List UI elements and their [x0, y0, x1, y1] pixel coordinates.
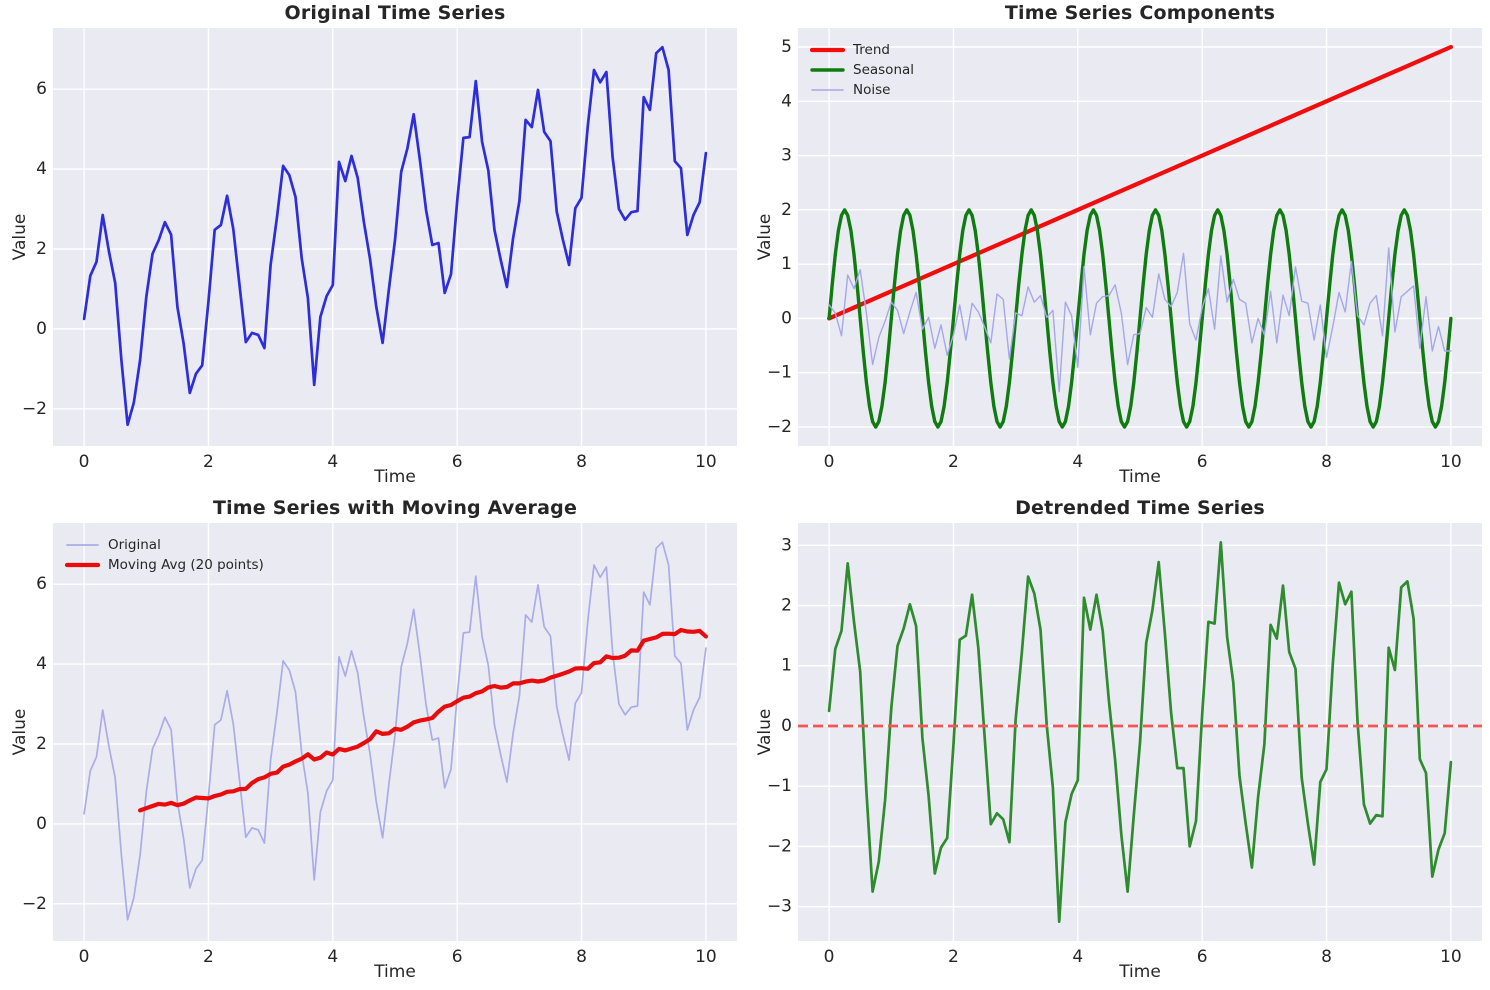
x-tick-label: 6 — [452, 452, 463, 472]
legend-label-seasonal: Seasonal — [853, 62, 914, 78]
y-tick-label: 4 — [36, 159, 47, 179]
chart-title: Detrended Time Series — [1015, 497, 1265, 519]
legend-label-trend: Trend — [852, 42, 890, 58]
x-axis-label: Time — [1119, 962, 1161, 982]
x-tick-label: 0 — [824, 947, 835, 967]
x-tick-label: 6 — [1197, 452, 1208, 472]
subplot-original-time-series: 0 2 4 6 8 10 −2 0 2 4 6 Original Time Series Value… — [0, 0, 745, 495]
y-tick-label: 2 — [36, 734, 47, 754]
y-tick-label: 0 — [781, 308, 792, 328]
x-tick-label: 10 — [1440, 452, 1462, 472]
subplot-moving-average: 0 2 4 6 8 10 −2 0 2 4 6 Original Moving Avg (20 poin… — [0, 495, 745, 990]
series-original — [83, 541, 707, 921]
x-tick-label: 10 — [695, 947, 717, 967]
x-tick-label: 6 — [452, 947, 463, 967]
y-axis-label: Value — [10, 708, 30, 756]
x-tick-label: 8 — [576, 947, 587, 967]
chart-title: Time Series with Moving Average — [212, 497, 578, 519]
legend-label-noise: Noise — [853, 82, 890, 98]
series-seasonal — [827, 208, 1453, 429]
y-tick-label: 4 — [781, 91, 792, 111]
y-tick-label: 6 — [36, 79, 47, 99]
series-trend — [826, 44, 1454, 321]
y-tick-label: −1 — [767, 363, 792, 383]
legend: Trend Seasonal Noise — [809, 42, 914, 98]
y-axis-label: Value — [10, 213, 30, 261]
legend: Original Moving Avg (20 points) — [64, 537, 264, 573]
y-tick-label: 5 — [781, 37, 792, 57]
x-tick-label: 4 — [327, 452, 338, 472]
x-tick-label: 8 — [576, 452, 587, 472]
series-group — [82, 45, 708, 427]
y-tick-label: 1 — [781, 254, 792, 274]
plot-area-original: 0 2 4 6 8 10 −2 0 2 4 6 — [22, 28, 737, 472]
plot-area-moving-average: 0 2 4 6 8 10 −2 0 2 4 6 Original Moving Avg (20 poin… — [22, 523, 737, 967]
plot-area-components: 0 2 4 6 8 10 −2 −1 0 1 2 3 4 5 Trend Seasonal Noise — [767, 28, 1482, 472]
y-tick-label: 0 — [781, 716, 792, 736]
x-tick-label: 4 — [1072, 947, 1083, 967]
x-axis-label: Time — [374, 467, 416, 487]
series-moving-avg-20-points — [138, 627, 709, 813]
x-tick-label: 10 — [1440, 947, 1462, 967]
x-tick-label: 6 — [1197, 947, 1208, 967]
x-tick-label: 0 — [824, 452, 835, 472]
y-tick-label: 3 — [781, 535, 792, 555]
y-axis-label: Value — [755, 708, 775, 756]
x-tick-label: 4 — [327, 947, 338, 967]
chart-title: Time Series Components — [1004, 2, 1276, 24]
series-noise — [828, 247, 1452, 393]
y-tick-label: −2 — [22, 399, 47, 419]
y-tick-label: 2 — [781, 200, 792, 220]
y-tick-label: 2 — [781, 596, 792, 616]
x-tick-label: 0 — [79, 452, 90, 472]
chart-title: Original Time Series — [284, 2, 506, 24]
y-tick-label: 0 — [36, 814, 47, 834]
x-tick-label: 10 — [695, 452, 717, 472]
subplot-components: 0 2 4 6 8 10 −2 −1 0 1 2 3 4 5 Trend Seasonal Noise Time… — [745, 0, 1490, 495]
series-detrended — [827, 540, 1453, 924]
subplot-detrended: 0 2 4 6 8 10 −3 −2 −1 0 1 2 3 Detrended Time Series … — [745, 495, 1490, 990]
x-tick-label: 2 — [203, 947, 214, 967]
legend-label-original: Original — [108, 537, 161, 553]
y-tick-label: −3 — [767, 897, 792, 917]
series-group — [798, 540, 1482, 924]
y-tick-label: −2 — [767, 417, 792, 437]
x-tick-label: 2 — [203, 452, 214, 472]
series-original — [82, 45, 708, 427]
x-tick-label: 8 — [1321, 452, 1332, 472]
y-tick-label: −2 — [22, 894, 47, 914]
x-axis-label: Time — [374, 962, 416, 982]
y-tick-label: 1 — [781, 656, 792, 676]
y-tick-label: 2 — [36, 239, 47, 259]
y-tick-label: 0 — [36, 319, 47, 339]
plot-area-detrended: 0 2 4 6 8 10 −3 −2 −1 0 1 2 3 — [767, 523, 1482, 967]
y-tick-label: 4 — [36, 654, 47, 674]
x-tick-label: 2 — [948, 452, 959, 472]
y-tick-label: 3 — [781, 146, 792, 166]
x-axis-label: Time — [1119, 467, 1161, 487]
y-tick-label: −1 — [767, 776, 792, 796]
x-tick-label: 4 — [1072, 452, 1083, 472]
x-tick-label: 0 — [79, 947, 90, 967]
axes-background — [798, 28, 1482, 446]
y-tick-label: −2 — [767, 836, 792, 856]
x-tick-label: 8 — [1321, 947, 1332, 967]
legend-label-moving-avg-20-points: Moving Avg (20 points) — [108, 557, 264, 573]
x-tick-label: 2 — [948, 947, 959, 967]
series-group — [826, 44, 1454, 429]
series-group — [83, 541, 709, 921]
y-tick-label: 6 — [36, 574, 47, 594]
y-axis-label: Value — [755, 213, 775, 261]
